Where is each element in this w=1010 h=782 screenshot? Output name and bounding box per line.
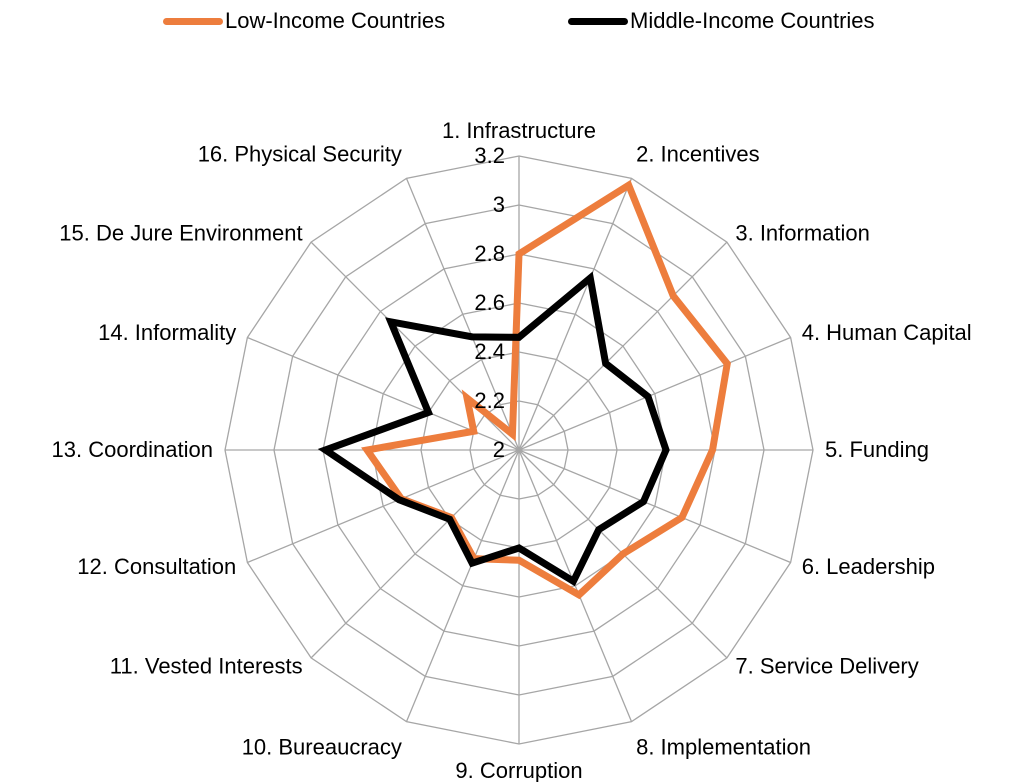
- grid-spoke: [310, 449, 520, 659]
- radial-tick-label: 2.6: [474, 290, 505, 315]
- category-label: 4. Human Capital: [802, 320, 972, 345]
- category-label: 10. Bureaucracy: [242, 735, 402, 760]
- grid-spoke: [405, 178, 520, 451]
- radial-tick-label: 3: [493, 192, 505, 217]
- category-label: 7. Service Delivery: [735, 653, 918, 678]
- legend-label-low-income: Low-Income Countries: [225, 8, 446, 33]
- radial-tick-label: 2.4: [474, 339, 505, 364]
- grid-spoke: [247, 449, 520, 564]
- category-label: 3. Information: [735, 221, 870, 246]
- radial-tick-label: 2.8: [474, 241, 505, 266]
- category-label: 12. Consultation: [77, 554, 236, 579]
- radial-tick-label: 2.2: [474, 388, 505, 413]
- grid-spoke: [518, 449, 791, 564]
- legend-swatch-low-income: [163, 17, 223, 25]
- radial-tick-label: 3.2: [474, 143, 505, 168]
- legend-label-middle-income: Middle-Income Countries: [630, 8, 875, 33]
- grid-spoke: [518, 449, 633, 722]
- category-label: 1. Infrastructure: [442, 118, 596, 143]
- legend-item-low-income: Low-Income Countries: [163, 6, 445, 36]
- grid-spoke: [405, 449, 520, 722]
- category-label: 6. Leadership: [802, 554, 935, 579]
- legend-item-middle-income: Middle-Income Countries: [568, 6, 875, 36]
- category-label: 11. Vested Interests: [110, 653, 303, 678]
- category-label: 16. Physical Security: [198, 141, 402, 166]
- category-label: 2. Incentives: [636, 141, 760, 166]
- category-label: 9. Corruption: [455, 758, 582, 782]
- legend: Low-Income Countries Middle-Income Count…: [0, 6, 1010, 36]
- radial-tick-label: 2: [493, 437, 505, 462]
- grid-spoke: [518, 178, 633, 451]
- category-label: 14. Informality: [98, 320, 236, 345]
- category-label: 13. Coordination: [52, 437, 213, 462]
- grid-spoke: [518, 241, 728, 451]
- series-line-middle-income: [317, 271, 670, 587]
- category-label: 8. Implementation: [636, 735, 811, 760]
- grid-spoke: [518, 336, 791, 451]
- legend-swatch-middle-income: [568, 17, 628, 25]
- category-label: 5. Funding: [825, 437, 929, 462]
- series-line-low-income: [361, 179, 731, 600]
- category-label: 15. De Jure Environment: [59, 221, 302, 246]
